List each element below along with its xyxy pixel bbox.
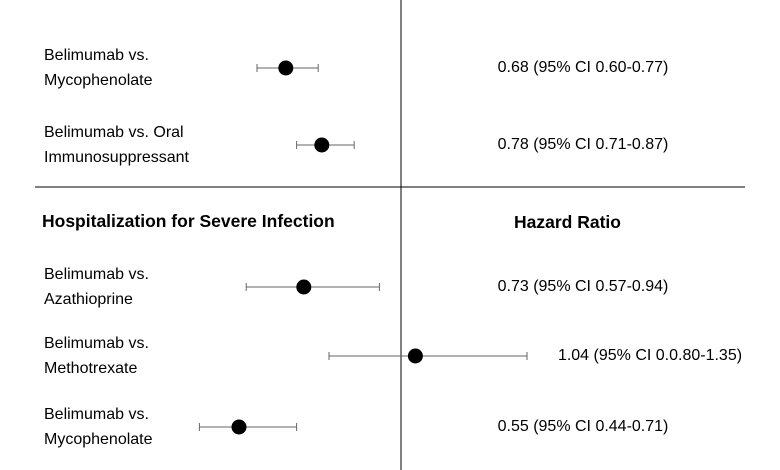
- hazard-ratio-text: 0.55 (95% CI 0.44-0.71): [497, 418, 669, 435]
- row-label: Belimumab vs.: [44, 47, 149, 64]
- row-label: Azathioprine: [44, 291, 133, 308]
- row-label: Methotrexate: [44, 0, 137, 5]
- row-label: Belimumab vs.: [44, 266, 149, 283]
- hazard-ratio-text: 1.04 (95% CI 0.0.80-1.35): [557, 347, 743, 364]
- point-estimate: [407, 348, 423, 364]
- row-label: Immunosuppressant: [44, 149, 189, 166]
- point-estimate: [231, 419, 247, 435]
- row-label: Belimumab vs. Oral: [44, 124, 184, 141]
- row-label: Mycophenolate: [44, 72, 153, 89]
- row-label: Belimumab vs.: [44, 335, 149, 352]
- hazard-ratio-text: 0.68 (95% CI 0.60-0.77): [497, 59, 669, 76]
- row-label: Mycophenolate: [44, 431, 153, 448]
- hazard-ratio-text: 0.78 (95% CI 0.71-0.87): [497, 136, 669, 153]
- point-estimate: [278, 60, 294, 76]
- row-label: Belimumab vs.: [44, 406, 149, 423]
- point-estimate: [296, 279, 312, 295]
- value-column-header: Hazard Ratio: [514, 212, 621, 232]
- point-estimate: [314, 137, 330, 153]
- hazard-ratio-text: 0.73 (95% CI 0.57-0.94): [497, 278, 669, 295]
- section-title: Hospitalization for Severe Infection: [42, 211, 335, 231]
- row-label: Methotrexate: [44, 360, 138, 377]
